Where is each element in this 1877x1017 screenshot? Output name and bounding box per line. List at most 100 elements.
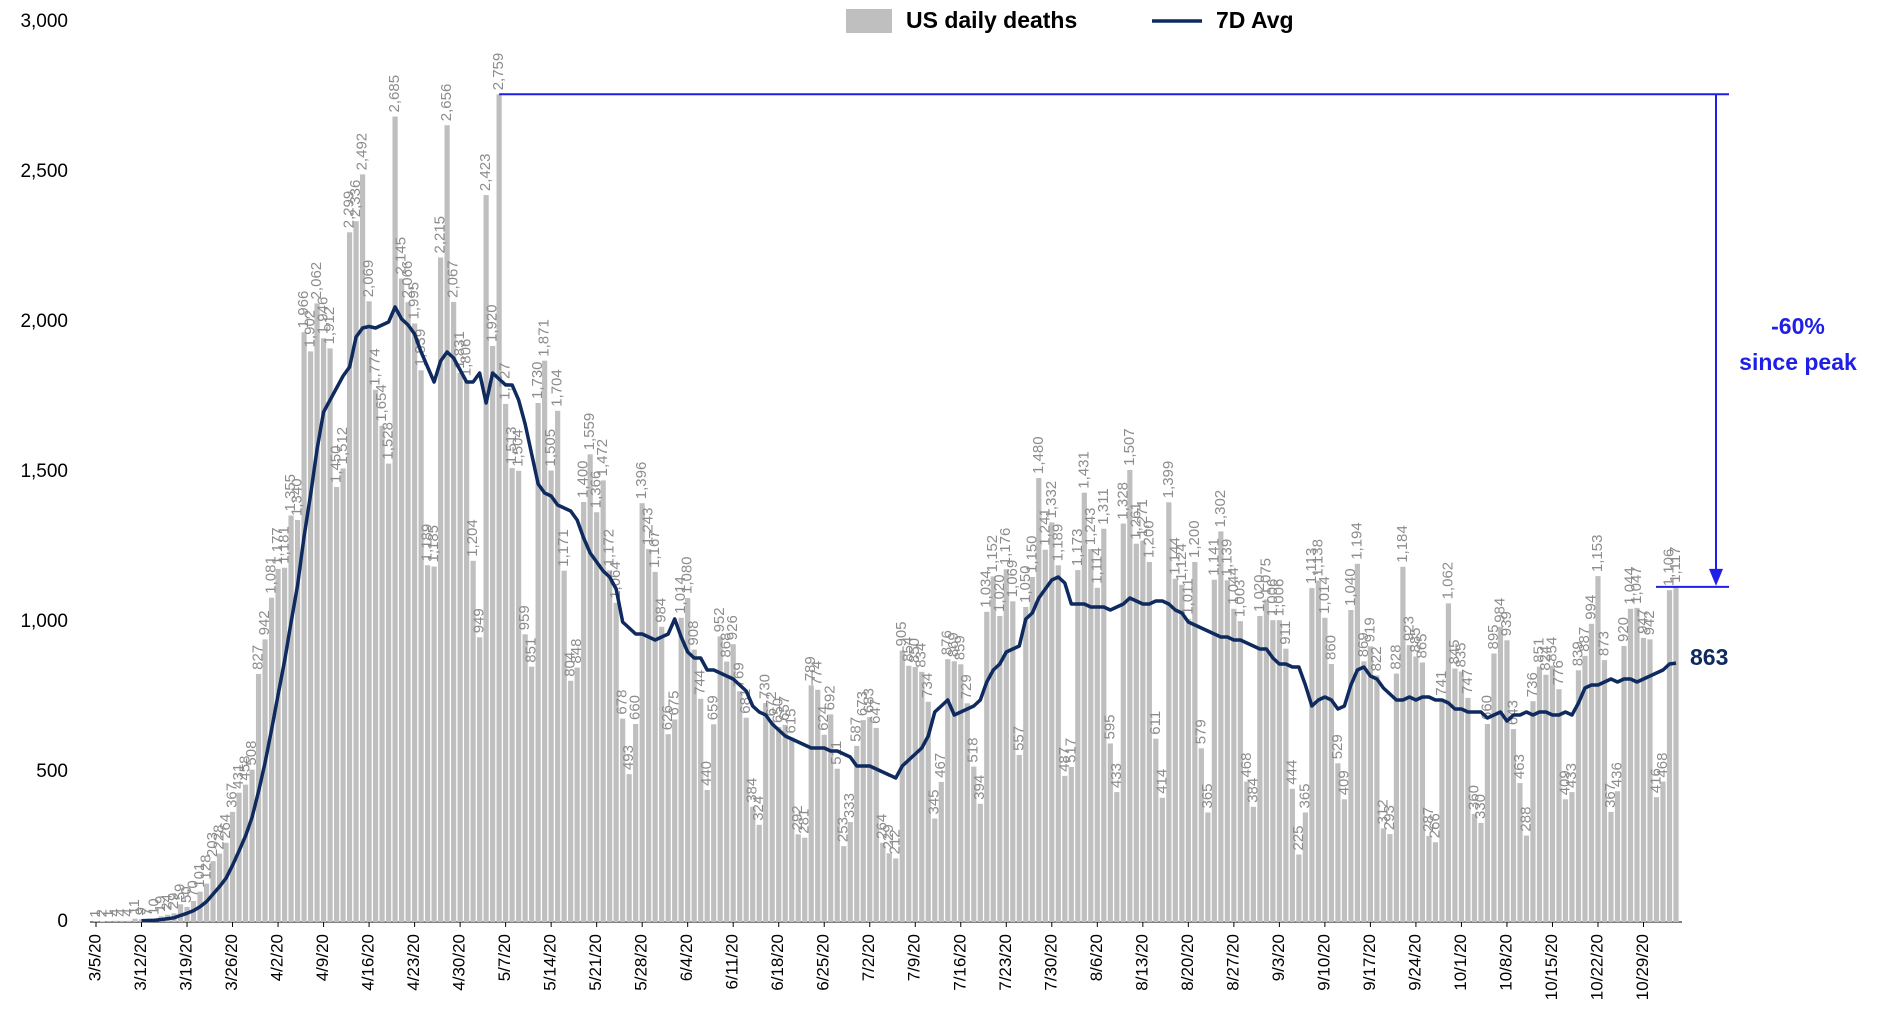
bar	[678, 617, 684, 922]
bar	[470, 560, 476, 922]
bar	[307, 351, 314, 922]
bar	[1458, 671, 1465, 922]
data-label: 7	[139, 908, 156, 916]
data-label: 487	[1056, 747, 1073, 772]
bar	[359, 174, 366, 922]
bar	[99, 921, 106, 922]
data-label: 673	[854, 691, 871, 716]
x-tick-label: 5/14/20	[541, 934, 560, 991]
data-label: 734	[919, 673, 936, 698]
data-label: 1,114	[1088, 547, 1105, 583]
bar	[672, 719, 678, 922]
bar	[242, 784, 249, 922]
data-label: 1,431	[1075, 451, 1092, 489]
bar	[1328, 664, 1334, 922]
bar	[1543, 674, 1549, 922]
data-label: 1,153	[1589, 535, 1606, 573]
bar	[405, 302, 411, 922]
x-tick-label: 6/25/20	[814, 934, 833, 991]
bar	[1445, 603, 1452, 922]
data-label: 1,044	[1621, 567, 1638, 605]
data-label: 1,113	[1303, 548, 1320, 584]
data-label: 518	[965, 738, 982, 763]
bar	[925, 701, 931, 922]
data-label: 330	[1472, 794, 1489, 819]
bar	[860, 720, 866, 922]
data-label: 1,171	[555, 529, 572, 567]
bar	[288, 515, 294, 922]
bar	[372, 389, 379, 922]
bar	[262, 639, 268, 922]
data-label: 416	[1647, 768, 1664, 793]
bar	[119, 920, 125, 922]
bar	[346, 232, 353, 923]
bar	[945, 659, 951, 922]
data-label: 774	[809, 661, 826, 686]
data-label: 367	[224, 783, 241, 808]
data-label: 868	[718, 633, 735, 658]
x-tick-label: 6/4/20	[677, 934, 696, 981]
data-label: 1,167	[646, 530, 663, 568]
bar	[1478, 823, 1484, 922]
data-label: 9	[132, 907, 149, 915]
data-label: 839	[1569, 641, 1586, 666]
data-label: 869	[1355, 632, 1372, 657]
y-tick-label: 0	[57, 911, 68, 932]
bar	[522, 634, 528, 922]
x-tick-label: 4/16/20	[359, 934, 378, 991]
bar	[457, 372, 463, 922]
x-tick-label: 7/16/20	[950, 934, 969, 991]
data-label: 1,150	[1023, 535, 1040, 573]
data-label: 741	[1433, 671, 1450, 696]
data-label: 1,302	[1212, 490, 1229, 528]
bar	[1666, 590, 1673, 922]
x-tick-label: 7/9/20	[905, 934, 924, 981]
bar	[1497, 626, 1504, 922]
bar	[633, 724, 639, 922]
data-label: 365	[1296, 783, 1313, 808]
bar	[1601, 660, 1608, 922]
bar	[1166, 502, 1172, 922]
data-label: 345	[926, 789, 943, 814]
bar	[984, 611, 990, 922]
data-label: 860	[1322, 635, 1339, 660]
bar	[834, 768, 840, 922]
bar	[828, 714, 834, 922]
bar	[301, 332, 307, 922]
data-label: 1,176	[997, 528, 1014, 566]
bar	[1536, 666, 1543, 922]
bar	[1224, 580, 1230, 922]
bar	[1426, 835, 1432, 922]
bar	[275, 568, 281, 922]
avg-line	[141, 305, 1677, 923]
bar	[1120, 523, 1126, 922]
data-label: 984	[653, 598, 670, 623]
data-label: 1,189	[419, 524, 436, 562]
bar	[964, 703, 970, 922]
bar	[1465, 697, 1471, 922]
bar	[353, 221, 359, 922]
data-label: 409	[1556, 770, 1573, 795]
data-label: 2,145	[393, 237, 410, 275]
data-label: 414	[1153, 769, 1170, 794]
bar	[1283, 648, 1289, 922]
data-label: 1,355	[282, 474, 299, 512]
data-label: 444	[1283, 760, 1300, 785]
data-label: 869	[945, 632, 962, 657]
bar	[1127, 469, 1133, 922]
x-tick-label: 10/8/20	[1496, 934, 1515, 991]
data-label: 1,081	[263, 556, 280, 594]
bar	[1556, 689, 1562, 922]
data-label: 1,396	[633, 462, 650, 500]
x-tick-label: 10/29/20	[1633, 934, 1652, 1000]
bar	[704, 790, 710, 922]
bar	[652, 571, 658, 922]
bar	[841, 846, 847, 922]
data-label: 2,066	[399, 261, 416, 299]
bar	[294, 520, 301, 922]
x-tick-label: 9/24/20	[1405, 934, 1424, 991]
bar	[314, 303, 320, 922]
bar	[1595, 576, 1601, 922]
data-label: 926	[724, 615, 741, 640]
data-label: 1,995	[406, 282, 423, 320]
